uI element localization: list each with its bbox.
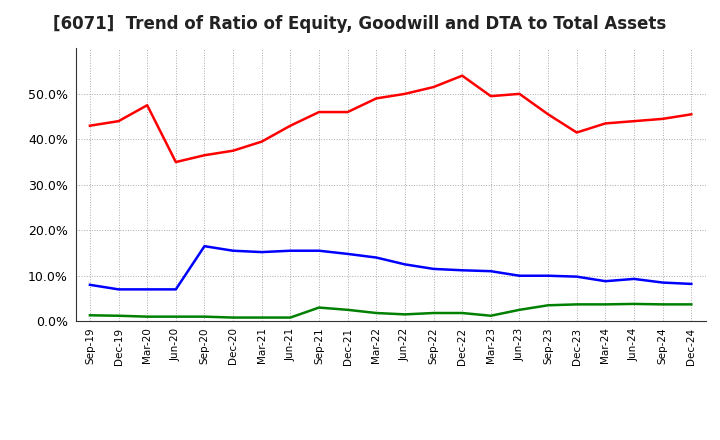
- Deferred Tax Assets: [171, 314, 180, 319]
- Equity: [372, 96, 381, 101]
- Deferred Tax Assets: [630, 301, 639, 307]
- Equity: [171, 159, 180, 165]
- Equity: [687, 112, 696, 117]
- Line: Deferred Tax Assets: Deferred Tax Assets: [90, 304, 691, 318]
- Equity: [487, 93, 495, 99]
- Goodwill: [143, 287, 151, 292]
- Deferred Tax Assets: [86, 313, 94, 318]
- Equity: [86, 123, 94, 128]
- Equity: [515, 91, 523, 96]
- Goodwill: [687, 281, 696, 286]
- Equity: [315, 110, 323, 115]
- Equity: [630, 118, 639, 124]
- Deferred Tax Assets: [229, 315, 238, 320]
- Deferred Tax Assets: [258, 315, 266, 320]
- Equity: [658, 116, 667, 121]
- Goodwill: [258, 249, 266, 255]
- Goodwill: [544, 273, 552, 279]
- Goodwill: [515, 273, 523, 279]
- Equity: [544, 112, 552, 117]
- Goodwill: [601, 279, 610, 284]
- Goodwill: [630, 276, 639, 282]
- Goodwill: [429, 266, 438, 271]
- Goodwill: [315, 248, 323, 253]
- Deferred Tax Assets: [687, 302, 696, 307]
- Deferred Tax Assets: [143, 314, 151, 319]
- Deferred Tax Assets: [487, 313, 495, 319]
- Deferred Tax Assets: [572, 302, 581, 307]
- Equity: [286, 123, 294, 128]
- Text: [6071]  Trend of Ratio of Equity, Goodwill and DTA to Total Assets: [6071] Trend of Ratio of Equity, Goodwil…: [53, 15, 667, 33]
- Deferred Tax Assets: [515, 307, 523, 312]
- Goodwill: [200, 243, 209, 249]
- Deferred Tax Assets: [200, 314, 209, 319]
- Goodwill: [114, 287, 123, 292]
- Deferred Tax Assets: [429, 310, 438, 315]
- Line: Equity: Equity: [90, 76, 691, 162]
- Goodwill: [400, 262, 409, 267]
- Equity: [601, 121, 610, 126]
- Goodwill: [229, 248, 238, 253]
- Line: Goodwill: Goodwill: [90, 246, 691, 290]
- Deferred Tax Assets: [372, 310, 381, 315]
- Equity: [429, 84, 438, 90]
- Deferred Tax Assets: [315, 305, 323, 310]
- Deferred Tax Assets: [601, 302, 610, 307]
- Equity: [143, 103, 151, 108]
- Deferred Tax Assets: [114, 313, 123, 319]
- Deferred Tax Assets: [544, 303, 552, 308]
- Goodwill: [171, 287, 180, 292]
- Equity: [258, 139, 266, 144]
- Deferred Tax Assets: [343, 307, 352, 312]
- Deferred Tax Assets: [286, 315, 294, 320]
- Goodwill: [286, 248, 294, 253]
- Goodwill: [487, 268, 495, 274]
- Equity: [343, 110, 352, 115]
- Deferred Tax Assets: [400, 312, 409, 317]
- Deferred Tax Assets: [658, 302, 667, 307]
- Goodwill: [658, 280, 667, 285]
- Equity: [114, 118, 123, 124]
- Equity: [229, 148, 238, 153]
- Goodwill: [572, 274, 581, 279]
- Equity: [572, 130, 581, 135]
- Goodwill: [458, 268, 467, 273]
- Goodwill: [86, 282, 94, 287]
- Equity: [400, 91, 409, 96]
- Equity: [200, 153, 209, 158]
- Equity: [458, 73, 467, 78]
- Goodwill: [343, 251, 352, 257]
- Deferred Tax Assets: [458, 310, 467, 315]
- Goodwill: [372, 255, 381, 260]
